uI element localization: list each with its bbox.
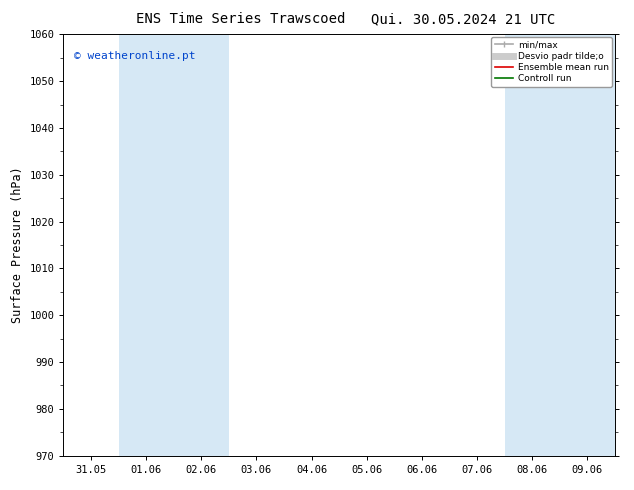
Bar (119, 34, 174, 456)
Bar (505, 34, 560, 456)
Legend: min/max, Desvio padr tilde;o, Ensemble mean run, Controll run: min/max, Desvio padr tilde;o, Ensemble m… (491, 37, 612, 87)
Text: ENS Time Series Trawscoed: ENS Time Series Trawscoed (136, 12, 346, 26)
Y-axis label: Surface Pressure (hPa): Surface Pressure (hPa) (11, 167, 24, 323)
Bar (174, 34, 229, 456)
Text: Qui. 30.05.2024 21 UTC: Qui. 30.05.2024 21 UTC (371, 12, 555, 26)
Bar (560, 34, 615, 456)
Text: © weatheronline.pt: © weatheronline.pt (74, 51, 196, 61)
